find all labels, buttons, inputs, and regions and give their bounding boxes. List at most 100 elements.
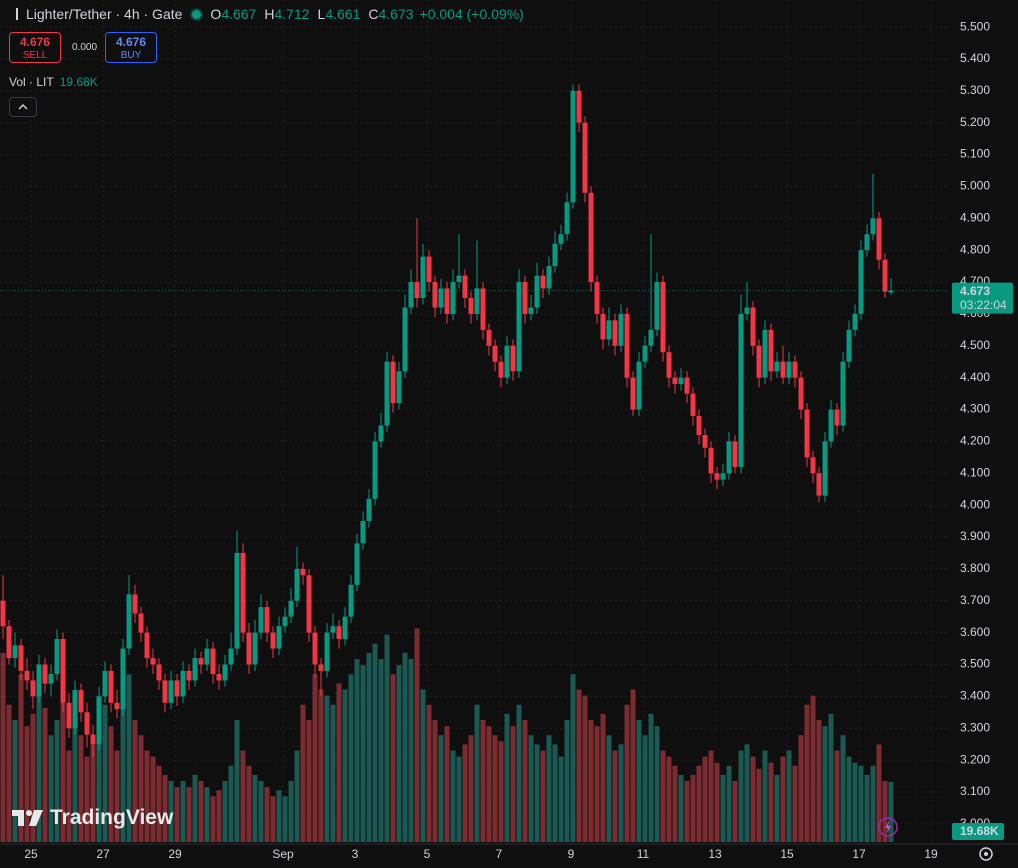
volume-bar <box>12 720 18 842</box>
candle-body <box>186 670 192 681</box>
volume-bar <box>162 774 168 842</box>
volume-bar <box>618 744 624 842</box>
volume-bar <box>762 750 768 842</box>
candle-body <box>48 674 54 684</box>
volume-bar <box>54 720 60 842</box>
volume-value: 19.68K <box>59 75 98 89</box>
volume-bar <box>738 750 744 842</box>
volume-bar <box>402 652 408 842</box>
volume-bar <box>678 774 684 842</box>
volume-bar <box>858 765 864 842</box>
sell-button[interactable]: 4.676 SELL <box>9 32 61 63</box>
volume-bar <box>684 781 690 842</box>
sell-label: SELL <box>22 50 48 61</box>
candle-body <box>498 361 504 378</box>
ohlc-value: 4.673 <box>378 6 414 22</box>
y-tick-label: 4.000 <box>960 497 990 511</box>
volume-bar <box>810 695 816 842</box>
volume-bar <box>330 704 336 842</box>
y-tick-label: 3.400 <box>960 689 990 703</box>
candle-body <box>276 626 282 649</box>
candle-body <box>762 329 768 378</box>
candle-body <box>312 632 318 665</box>
countdown: 03:22:04 <box>960 298 1007 312</box>
volume-bar <box>522 720 528 842</box>
watermark: TradingView <box>12 806 173 830</box>
candle-body <box>54 638 60 675</box>
volume-bar <box>768 762 774 842</box>
y-tick-label: 5.400 <box>960 51 990 65</box>
volume-bar <box>630 689 636 842</box>
candle-body <box>714 473 720 480</box>
volume-bar <box>840 735 846 842</box>
volume-bar <box>594 726 600 842</box>
volume-bar <box>36 689 42 842</box>
candle-body <box>222 664 228 681</box>
chevron-icon <box>18 104 28 110</box>
candle-body <box>300 568 306 576</box>
candle-body <box>318 664 324 671</box>
legend-header: Lighter/Tether · 4h · Gate O 4.667 H 4.712… <box>14 6 524 22</box>
candle-body <box>750 307 756 346</box>
y-tick-label: 4.300 <box>960 402 990 416</box>
volume-bar <box>744 744 750 842</box>
candle-body <box>252 632 258 665</box>
candle-body <box>288 600 294 617</box>
candle-body <box>720 473 726 480</box>
x-tick-label: 25 <box>24 847 38 861</box>
x-tick-label: 9 <box>568 847 575 861</box>
candle-body <box>114 702 120 710</box>
candle-body <box>828 409 834 442</box>
candle-body <box>798 377 804 410</box>
candle-body <box>744 307 750 314</box>
y-tick-label: 4.400 <box>960 370 990 384</box>
volume-bar <box>558 756 564 842</box>
candle-body <box>390 361 396 404</box>
candle-body <box>96 696 102 745</box>
spread: 0.000 <box>72 42 98 53</box>
candle-body <box>174 680 180 697</box>
candle-body <box>366 498 372 522</box>
volume-bar <box>468 735 474 842</box>
candle-body <box>690 393 696 416</box>
candle-body <box>660 282 666 353</box>
volume-bar <box>696 765 702 842</box>
x-tick-label: 27 <box>96 847 110 861</box>
watermark-logo <box>12 810 43 826</box>
volume-bar <box>354 659 360 842</box>
candle-body <box>726 441 732 474</box>
volume-bar <box>822 726 828 842</box>
candle-body <box>486 329 492 346</box>
candle-body <box>600 313 606 340</box>
candle-body <box>132 594 138 614</box>
candle-body <box>264 607 270 633</box>
volume-bar <box>462 744 468 842</box>
buy-button[interactable]: 4.676 BUY <box>105 32 157 63</box>
candle-body <box>12 645 18 659</box>
volume-name: Vol · LIT <box>9 75 54 89</box>
collapse-button[interactable] <box>9 97 37 117</box>
volume-bar <box>396 665 402 842</box>
volume-bar <box>672 765 678 842</box>
candle-body <box>564 202 570 235</box>
ohlc-key: H <box>264 6 275 22</box>
candle-body <box>258 607 264 633</box>
candle-body <box>852 313 858 330</box>
change: +0.004 (+0.09%) <box>419 6 524 22</box>
volume-bar <box>666 756 672 842</box>
candle-body <box>456 275 462 283</box>
candle-body <box>756 345 762 378</box>
volume-bar <box>78 735 84 842</box>
x-tick-label: 17 <box>852 847 866 861</box>
candle-body <box>102 670 108 697</box>
y-tick-label: 4.800 <box>960 242 990 256</box>
volume-bar <box>210 796 216 842</box>
candle-body <box>822 441 828 496</box>
y-tick-label: 5.300 <box>960 83 990 97</box>
candle-body <box>846 329 852 362</box>
volume-bar <box>174 787 180 842</box>
volume-bar <box>828 713 834 842</box>
volume-bar <box>18 674 24 842</box>
volume-bar <box>372 643 378 842</box>
candle-body <box>624 313 630 378</box>
